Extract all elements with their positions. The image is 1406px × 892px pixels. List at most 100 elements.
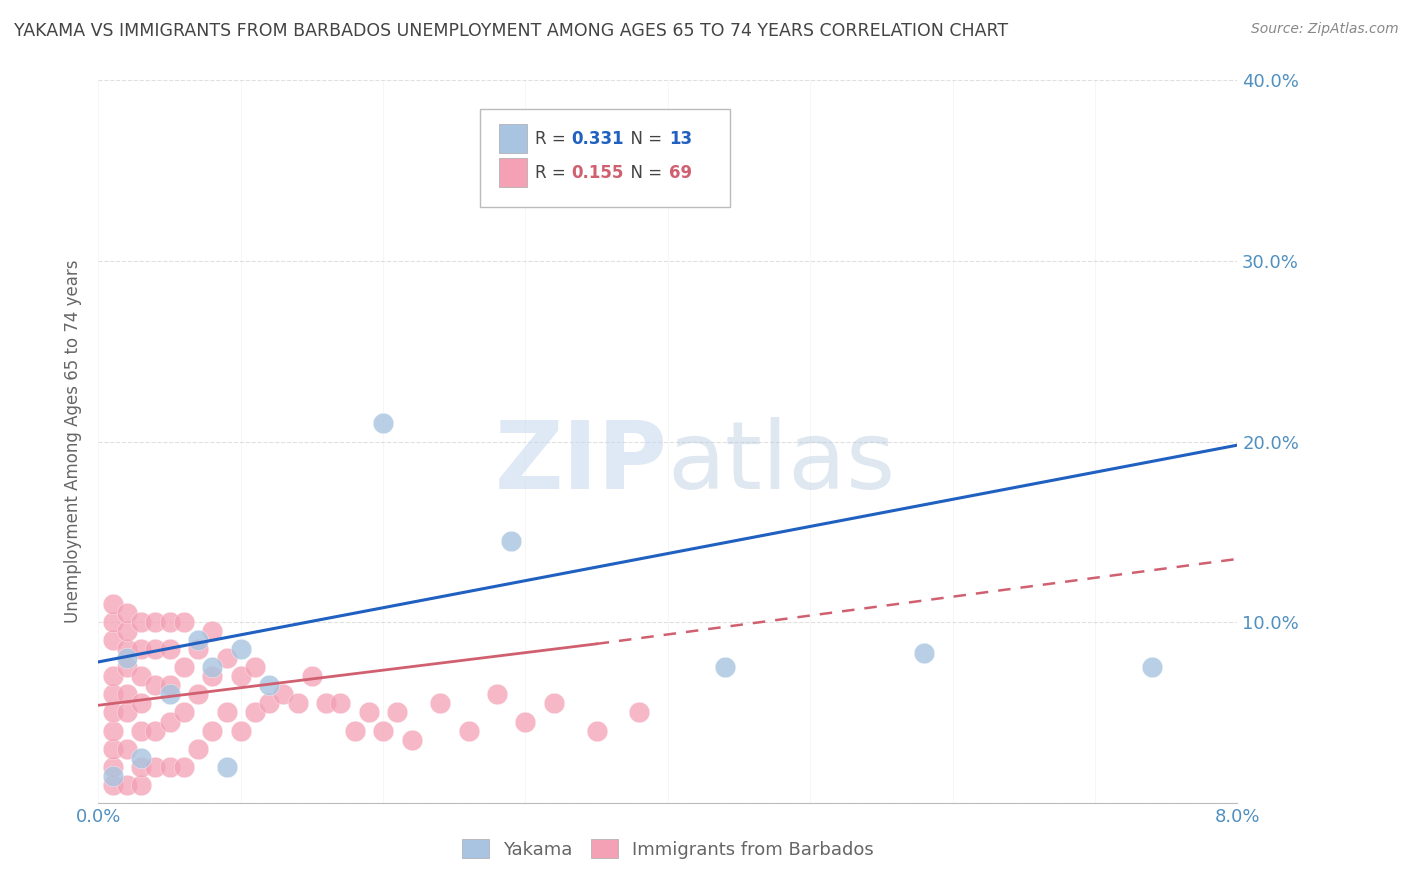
Point [115, 651, 138, 665]
Point [329, 697, 352, 711]
Point [429, 697, 451, 711]
Point [159, 678, 181, 692]
Point [129, 642, 152, 657]
Point [145, 642, 167, 657]
Point [215, 651, 238, 665]
Point [187, 642, 209, 657]
Point [215, 760, 238, 774]
Point [273, 687, 295, 701]
Point [129, 697, 152, 711]
Point [371, 417, 394, 431]
Point [387, 706, 409, 720]
Point [201, 669, 224, 683]
Point [101, 597, 124, 611]
Text: YAKAMA VS IMMIGRANTS FROM BARBADOS UNEMPLOYMENT AMONG AGES 65 TO 74 YEARS CORREL: YAKAMA VS IMMIGRANTS FROM BARBADOS UNEMP… [14, 22, 1008, 40]
Text: ZIP: ZIP [495, 417, 668, 509]
Point [173, 760, 195, 774]
Point [129, 723, 152, 738]
Point [371, 723, 394, 738]
Point [129, 669, 152, 683]
Point [315, 697, 337, 711]
Point [159, 714, 181, 729]
Point [101, 723, 124, 738]
Point [129, 750, 152, 764]
Point [129, 778, 152, 792]
Point [115, 741, 138, 756]
Point [201, 624, 224, 639]
Point [173, 660, 195, 674]
Point [259, 678, 281, 692]
FancyBboxPatch shape [479, 109, 731, 207]
Text: 0.155: 0.155 [571, 164, 623, 182]
Point [585, 723, 607, 738]
Point [159, 687, 181, 701]
Point [101, 760, 124, 774]
Legend: Yakama, Immigrants from Barbados: Yakama, Immigrants from Barbados [454, 832, 882, 866]
Point [357, 706, 380, 720]
Point [115, 624, 138, 639]
Point [115, 778, 138, 792]
Point [215, 706, 238, 720]
Point [515, 714, 537, 729]
FancyBboxPatch shape [499, 124, 527, 153]
Point [101, 769, 124, 783]
Point [145, 615, 167, 630]
Y-axis label: Unemployment Among Ages 65 to 74 years: Unemployment Among Ages 65 to 74 years [65, 260, 83, 624]
Point [115, 687, 138, 701]
Point [543, 697, 565, 711]
Point [187, 687, 209, 701]
Text: atlas: atlas [668, 417, 896, 509]
Point [287, 697, 309, 711]
Point [714, 660, 737, 674]
Text: Source: ZipAtlas.com: Source: ZipAtlas.com [1251, 22, 1399, 37]
Point [457, 723, 479, 738]
Text: R =: R = [534, 164, 571, 182]
Point [129, 760, 152, 774]
Text: 69: 69 [669, 164, 692, 182]
Point [486, 687, 509, 701]
Point [145, 678, 167, 692]
Point [101, 741, 124, 756]
Text: N =: N = [620, 164, 668, 182]
Point [129, 615, 152, 630]
Point [229, 642, 252, 657]
Text: 13: 13 [669, 130, 692, 148]
Point [912, 646, 935, 660]
Point [115, 706, 138, 720]
Point [243, 706, 266, 720]
Text: R =: R = [534, 130, 571, 148]
Point [159, 642, 181, 657]
Point [159, 615, 181, 630]
Point [115, 606, 138, 620]
Point [628, 706, 651, 720]
Point [145, 723, 167, 738]
Point [229, 723, 252, 738]
Point [101, 615, 124, 630]
Point [501, 533, 523, 548]
Point [401, 732, 423, 747]
Point [173, 706, 195, 720]
Point [187, 741, 209, 756]
Point [115, 660, 138, 674]
Point [243, 660, 266, 674]
Point [101, 706, 124, 720]
Point [201, 723, 224, 738]
Point [159, 760, 181, 774]
Point [145, 760, 167, 774]
Text: 0.331: 0.331 [571, 130, 624, 148]
Point [101, 669, 124, 683]
Point [101, 633, 124, 648]
Point [173, 615, 195, 630]
Point [101, 778, 124, 792]
Point [259, 697, 281, 711]
Point [229, 669, 252, 683]
Point [343, 723, 366, 738]
Point [101, 687, 124, 701]
Point [1140, 660, 1163, 674]
FancyBboxPatch shape [499, 158, 527, 187]
Point [187, 633, 209, 648]
Point [301, 669, 323, 683]
Text: N =: N = [620, 130, 668, 148]
Point [201, 660, 224, 674]
Point [115, 642, 138, 657]
